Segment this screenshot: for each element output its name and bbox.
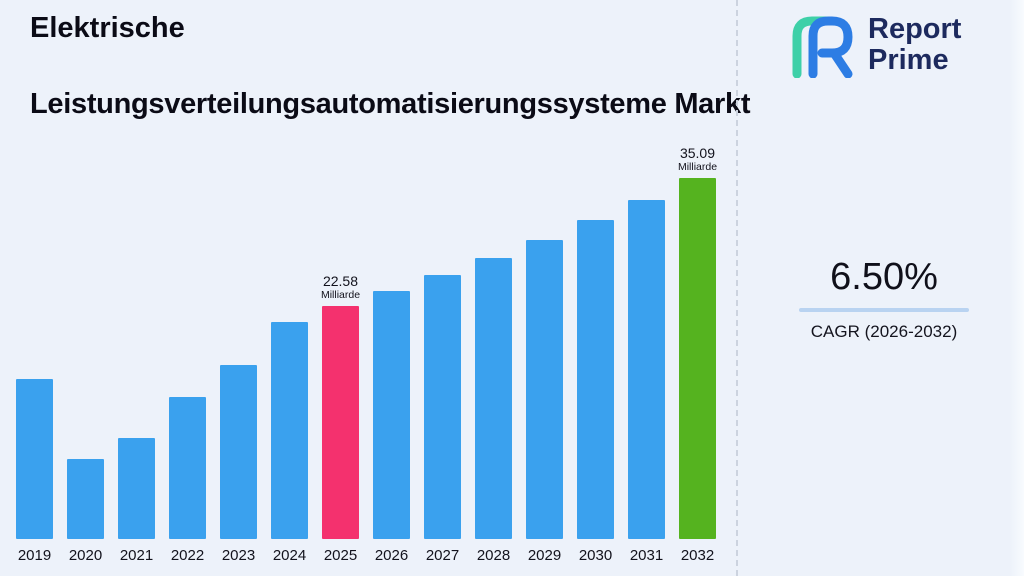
bar-group-2022: 2022 <box>169 397 206 564</box>
bar-group-2029: 2029 <box>526 240 563 564</box>
bar-annotation-2025: 22.58 Milliarde <box>321 273 360 301</box>
bar-group-2028: 2028 <box>475 258 512 564</box>
bar-2021 <box>118 438 155 539</box>
cagr-label: CAGR (2026-2032) <box>810 322 958 341</box>
right-edge-gradient <box>1010 0 1024 576</box>
bar-group-2023: 2023 <box>220 365 257 564</box>
logo-text-line2: Prime <box>868 44 949 76</box>
bar-annotation-2032: 35.09 Milliarde <box>678 145 717 173</box>
cagr-value: 6.50% <box>830 256 938 298</box>
x-axis-label-2026: 2026 <box>374 547 409 564</box>
bar-group-2026: 2026 <box>373 291 410 564</box>
x-axis-label-2028: 2028 <box>476 547 511 564</box>
x-axis-label-2023: 2023 <box>221 547 256 564</box>
annotation-unit: Milliarde <box>677 161 718 173</box>
logo-text: Report Prime <box>868 12 962 76</box>
x-axis-label-2030: 2030 <box>578 547 613 564</box>
x-axis-label-2031: 2031 <box>629 547 664 564</box>
bar-2020 <box>67 459 104 539</box>
report-prime-logo-icon <box>792 16 853 78</box>
x-axis-label-2019: 2019 <box>17 547 52 564</box>
bar-2032 <box>679 178 716 539</box>
bar-2029 <box>526 240 563 539</box>
bar-2022 <box>169 397 206 539</box>
bar-2023 <box>220 365 257 539</box>
bar-chart: 2019 2020 2021 2022 2023 2024 22.58 Milliarde 20… <box>16 145 717 564</box>
bar-2024 <box>271 322 308 539</box>
bar-group-2027: 2027 <box>424 275 461 564</box>
bar-group-2032: 35.09 Milliarde 2032 <box>678 145 717 564</box>
bar-group-2024: 2024 <box>271 322 308 564</box>
report-prime-logo: Report Prime <box>782 12 961 78</box>
x-axis-label-2027: 2027 <box>425 547 460 564</box>
bar-2028 <box>475 258 512 539</box>
bar-group-2031: 2031 <box>628 200 665 564</box>
cagr-panel: 6.50% CAGR (2026-2032) <box>799 256 969 342</box>
bar-chart-wrap: 2019 2020 2021 2022 2023 2024 22.58 Milliarde 20… <box>16 145 717 564</box>
bar-2030 <box>577 220 614 539</box>
logo-text-line1: Report <box>868 12 962 45</box>
bar-2026 <box>373 291 410 539</box>
dashed-divider <box>736 0 738 576</box>
bar-group-2019: 2019 <box>16 379 53 564</box>
bar-group-2030: 2030 <box>577 220 614 564</box>
x-axis-label-2020: 2020 <box>68 547 103 564</box>
bar-2019 <box>16 379 53 539</box>
x-axis-label-2025: 2025 <box>323 547 358 564</box>
x-axis-label-2032: 2032 <box>680 547 715 564</box>
annotation-unit: Milliarde <box>320 289 361 301</box>
x-axis-label-2022: 2022 <box>170 547 205 564</box>
x-axis-label-2021: 2021 <box>119 547 154 564</box>
cagr-underline <box>799 308 969 312</box>
page-title-line1: Elektrische <box>30 12 185 44</box>
annotation-value: 35.09 <box>679 145 716 161</box>
bar-2027 <box>424 275 461 539</box>
bar-2025 <box>322 306 359 539</box>
x-axis-label-2024: 2024 <box>272 547 307 564</box>
bar-group-2020: 2020 <box>67 459 104 564</box>
bar-group-2021: 2021 <box>118 438 155 564</box>
bar-group-2025: 22.58 Milliarde 2025 <box>321 273 360 564</box>
bar-2031 <box>628 200 665 539</box>
annotation-value: 22.58 <box>322 273 359 289</box>
x-axis-label-2029: 2029 <box>527 547 562 564</box>
page-title-line2: Leistungsverteilungsautomatisierungssyst… <box>30 88 751 120</box>
